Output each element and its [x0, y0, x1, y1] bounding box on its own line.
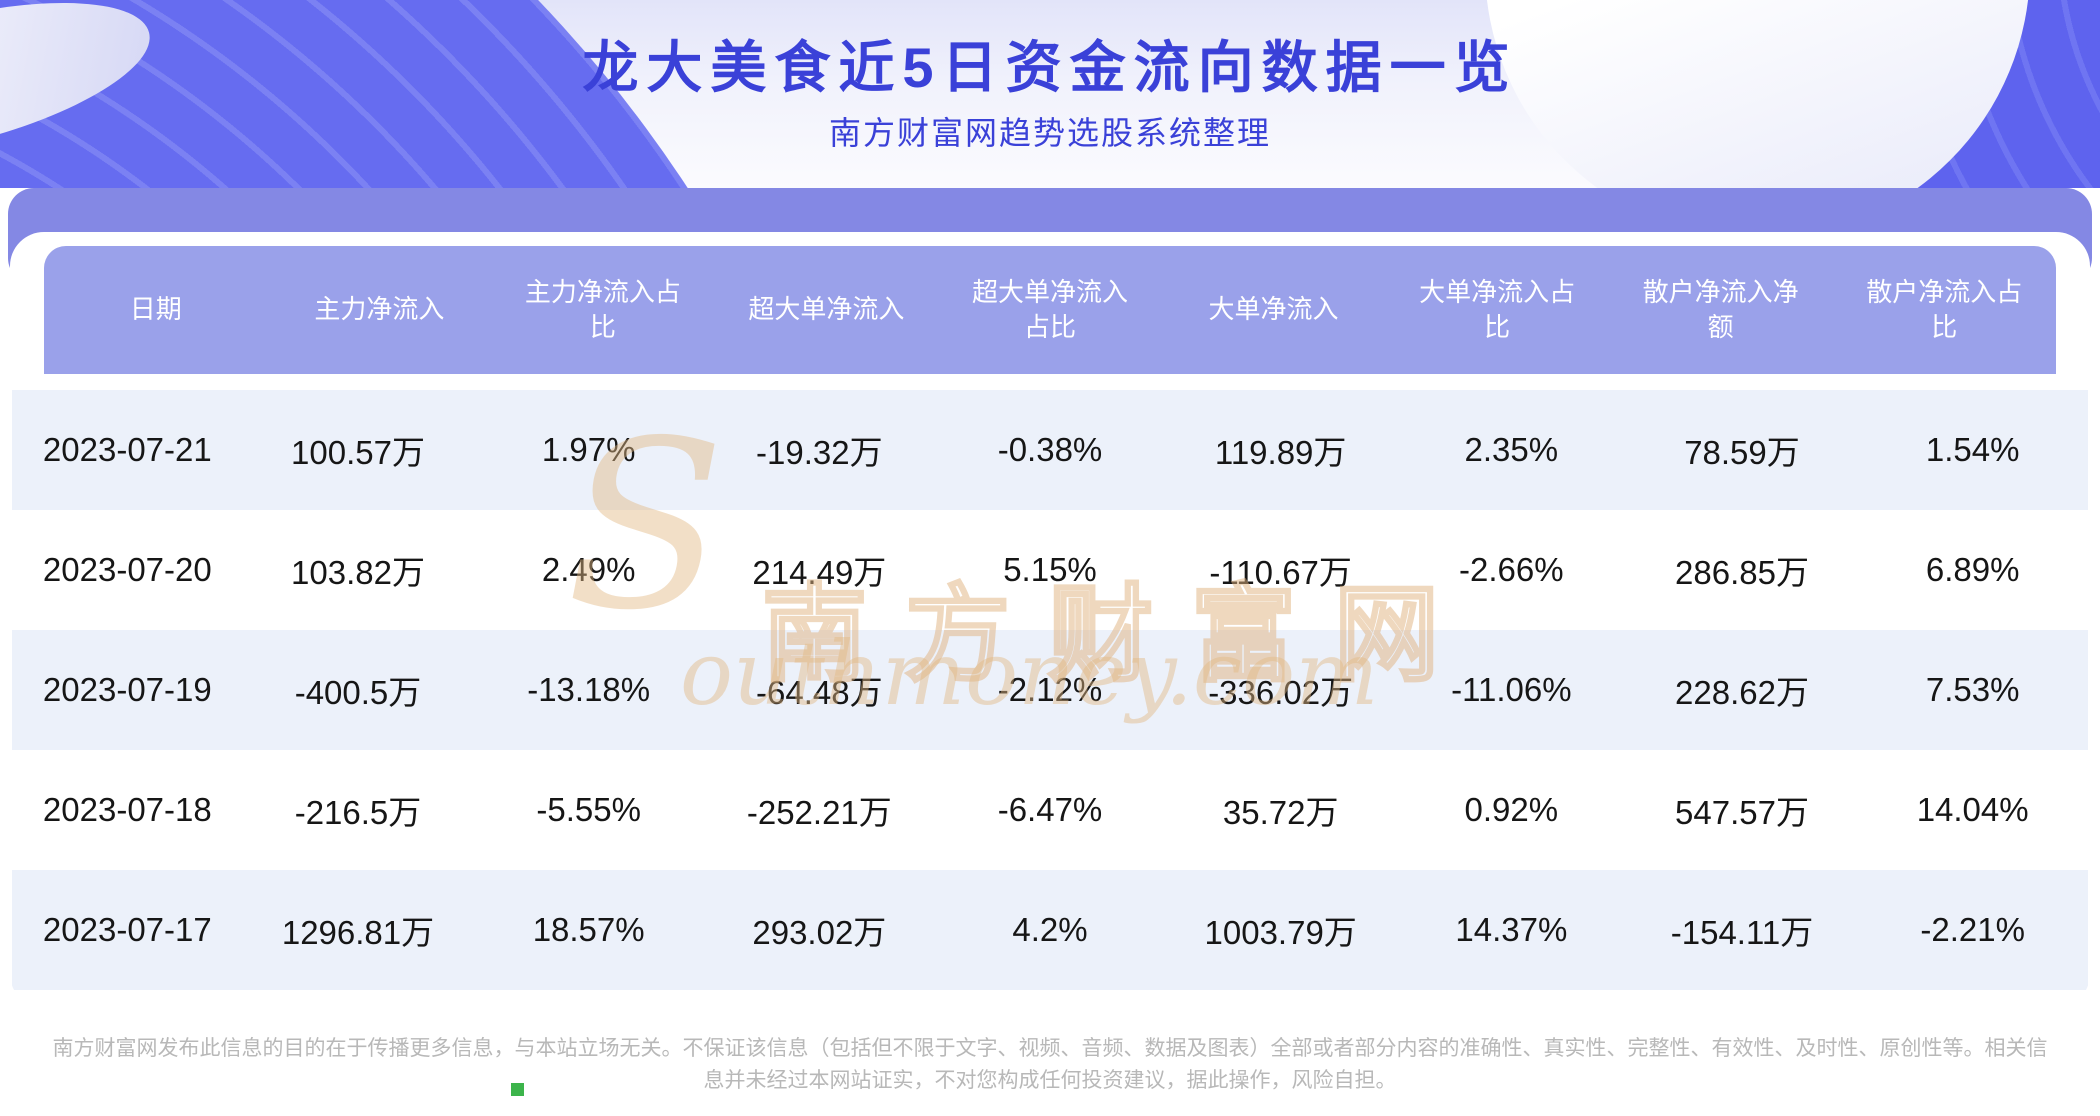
cell-main-net-inflow-pct: -5.55% — [536, 791, 641, 828]
cell-main-net-inflow: 103.82万 — [291, 554, 425, 591]
green-marker — [511, 1083, 524, 1096]
column-header-date: 日期 — [129, 294, 182, 325]
column-header-xl-order-net-inflow: 超大单净流入 — [748, 294, 905, 325]
cell-date: 2023-07-19 — [42, 671, 212, 708]
column-header-retail-net-inflow-pct: 散户净流入占比 — [1866, 276, 2023, 342]
header-banner: 龙大美食近5日资金流向数据一览 南方财富网趋势选股系统整理 — [0, 0, 2100, 188]
cell-date: 2023-07-21 — [42, 431, 212, 468]
table-header-row: 日期 主力净流入 主力净流入占比 超大单净流入 超大单净流入占比 大单净流入 大… — [44, 246, 2056, 374]
cell-xl-order-net-inflow: 293.02万 — [752, 914, 887, 951]
cell-retail-net-inflow-pct: 1.54% — [1925, 431, 2020, 468]
cell-retail-net-inflow: -154.11万 — [1670, 914, 1814, 951]
cell-main-net-inflow-pct: -13.18% — [527, 671, 651, 708]
cell-xl-order-net-inflow-pct: 4.2% — [1012, 911, 1088, 948]
table-row: 2023-07-19 -400.5万 -13.18% -64.48万 -2.12… — [12, 630, 2088, 750]
column-header-main-net-inflow: 主力净流入 — [314, 294, 445, 325]
column-header-large-order-net-inflow: 大单净流入 — [1208, 294, 1339, 325]
cell-xl-order-net-inflow: -19.32万 — [756, 434, 883, 471]
cell-large-order-net-inflow-pct: -11.06% — [1451, 671, 1572, 708]
cell-large-order-net-inflow: 119.89万 — [1214, 434, 1347, 471]
cell-xl-order-net-inflow: -252.21万 — [746, 794, 892, 831]
data-table-card: 日期 主力净流入 主力净流入占比 超大单净流入 超大单净流入占比 大单净流入 大… — [10, 232, 2090, 1008]
cell-xl-order-net-inflow: -64.48万 — [756, 674, 883, 711]
cell-date: 2023-07-18 — [42, 791, 212, 828]
page-subtitle: 南方财富网趋势选股系统整理 — [828, 115, 1271, 151]
column-header-xl-order-net-inflow-pct: 超大单净流入占比 — [971, 276, 1128, 342]
column-header-large-order-net-inflow-pct: 大单净流入占比 — [1419, 276, 1576, 342]
cell-large-order-net-inflow-pct: 2.35% — [1464, 431, 1559, 468]
cell-large-order-net-inflow-pct: -2.66% — [1459, 551, 1564, 588]
cell-main-net-inflow-pct: 1.97% — [541, 431, 636, 468]
column-header-main-net-inflow-pct: 主力净流入占比 — [524, 276, 681, 342]
cell-main-net-inflow: 1296.81万 — [281, 914, 435, 951]
cell-large-order-net-inflow: 1003.79万 — [1204, 914, 1357, 951]
disclaimer: 南方财富网发布此信息的目的在于传播更多信息，与本站立场无关。不保证该信息（包括但… — [0, 1033, 2100, 1097]
cell-retail-net-inflow-pct: -2.21% — [1920, 911, 2025, 948]
disclaimer-line-1: 南方财富网发布此信息的目的在于传播更多信息，与本站立场无关。不保证该信息（包括但… — [52, 1037, 2048, 1060]
cell-retail-net-inflow: 547.57万 — [1675, 794, 1809, 831]
table-row: 2023-07-17 1296.81万 18.57% 293.02万 4.2% … — [12, 870, 2088, 990]
cell-xl-order-net-inflow-pct: -6.47% — [997, 791, 1103, 828]
cell-main-net-inflow-pct: 2.49% — [541, 551, 636, 588]
cell-xl-order-net-inflow-pct: 5.15% — [1003, 551, 1097, 588]
cell-retail-net-inflow-pct: 6.89% — [1925, 551, 2020, 588]
cell-xl-order-net-inflow: 214.49万 — [752, 554, 887, 591]
cell-main-net-inflow: 100.57万 — [291, 434, 425, 471]
cell-date: 2023-07-20 — [42, 551, 212, 588]
cell-large-order-net-inflow: -336.02万 — [1208, 674, 1354, 711]
cell-date: 2023-07-17 — [42, 911, 212, 948]
cell-retail-net-inflow: 78.59万 — [1684, 434, 1800, 471]
cell-main-net-inflow: -400.5万 — [294, 674, 422, 711]
column-header-retail-net-inflow: 散户净流入净额 — [1642, 276, 1799, 342]
page-title: 龙大美食近5日资金流向数据一览 — [582, 36, 1518, 99]
table-body: 2023-07-21 100.57万 1.97% -19.32万 -0.38% … — [12, 390, 2088, 990]
table-row: 2023-07-20 103.82万 2.49% 214.49万 5.15% -… — [12, 510, 2088, 630]
cell-retail-net-inflow: 228.62万 — [1675, 674, 1809, 711]
cell-large-order-net-inflow: -110.67万 — [1209, 554, 1352, 591]
cell-xl-order-net-inflow-pct: -0.38% — [997, 431, 1103, 468]
table-row: 2023-07-21 100.57万 1.97% -19.32万 -0.38% … — [12, 390, 2088, 510]
cell-retail-net-inflow: 286.85万 — [1675, 554, 1809, 591]
cell-main-net-inflow: -216.5万 — [294, 794, 422, 831]
cell-large-order-net-inflow-pct: 14.37% — [1455, 911, 1568, 948]
cell-retail-net-inflow-pct: 14.04% — [1916, 791, 2029, 828]
cell-xl-order-net-inflow-pct: -2.12% — [997, 671, 1103, 708]
disclaimer-line-2: 息并未经过本网站证实，不对您构成任何投资建议，据此操作，风险自担。 — [703, 1069, 1397, 1092]
cell-large-order-net-inflow-pct: 0.92% — [1464, 791, 1559, 828]
decorative-circle-right — [1485, 0, 2030, 188]
cell-main-net-inflow-pct: 18.57% — [532, 911, 645, 948]
cell-retail-net-inflow-pct: 7.53% — [1925, 671, 2020, 708]
table-row: 2023-07-18 -216.5万 -5.55% -252.21万 -6.47… — [12, 750, 2088, 870]
cell-large-order-net-inflow: 35.72万 — [1222, 794, 1339, 831]
